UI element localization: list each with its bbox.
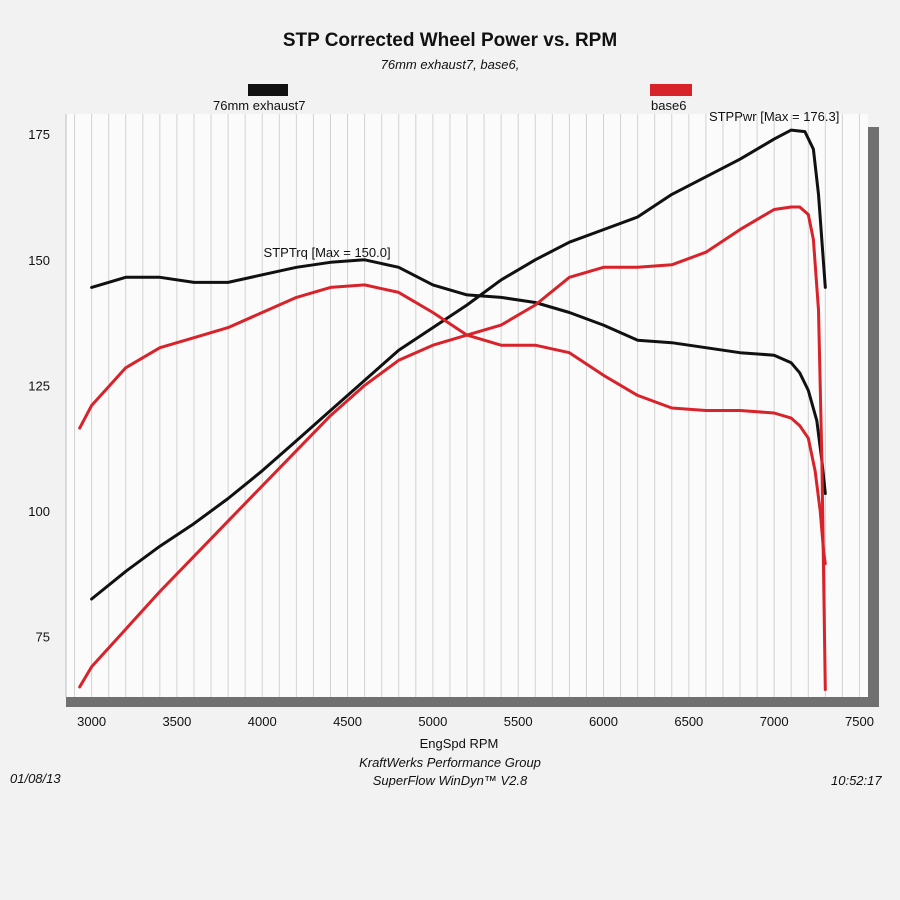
bottom-border	[66, 697, 879, 707]
right-border	[868, 127, 879, 707]
legend-label-76mm-exhaust7: 76mm exhaust7	[213, 98, 306, 113]
x-tick-label: 4500	[333, 714, 362, 729]
y-tick-label: 125	[28, 378, 50, 393]
x-axis-label: EngSpd RPM	[420, 736, 499, 751]
y-tick-label: 100	[28, 504, 50, 519]
x-tick-label: 3000	[77, 714, 106, 729]
x-tick-label: 7500	[845, 714, 874, 729]
footer-date: 01/08/13	[10, 771, 61, 786]
chart-title: STP Corrected Wheel Power vs. RPM	[282, 30, 618, 51]
curve-annotation: STPTrq [Max = 150.0]	[264, 245, 391, 260]
x-tick-label: 3500	[162, 714, 191, 729]
x-tick-label: 6000	[589, 714, 618, 729]
legend-swatch-76mm-exhaust7	[248, 84, 288, 96]
series-line	[78, 205, 827, 691]
legend-label-base6: base6	[651, 98, 687, 113]
y-tick-label: 150	[28, 253, 50, 268]
x-tick-label: 5500	[504, 714, 533, 729]
curve-annotation: STPPwr [Max = 176.3]	[709, 109, 839, 124]
chart-subtitle: 76mm exhaust7, base6,	[380, 57, 520, 72]
y-tick-label: 75	[36, 630, 50, 645]
footer-company: KraftWerks Performance Group	[359, 755, 541, 770]
y-tick-label: 175	[28, 127, 50, 142]
x-tick-label: 6500	[674, 714, 703, 729]
footer-time: 10:52:17	[831, 773, 882, 788]
legend-swatch-base6	[650, 84, 692, 96]
x-tick-label: 5000	[418, 714, 447, 729]
series-line	[90, 128, 827, 601]
footer-software: SuperFlow WinDyn™ V2.8	[372, 773, 528, 788]
series-line	[90, 258, 827, 495]
x-tick-label: 7000	[760, 714, 789, 729]
x-tick-label: 4000	[248, 714, 277, 729]
series-line	[78, 283, 827, 566]
